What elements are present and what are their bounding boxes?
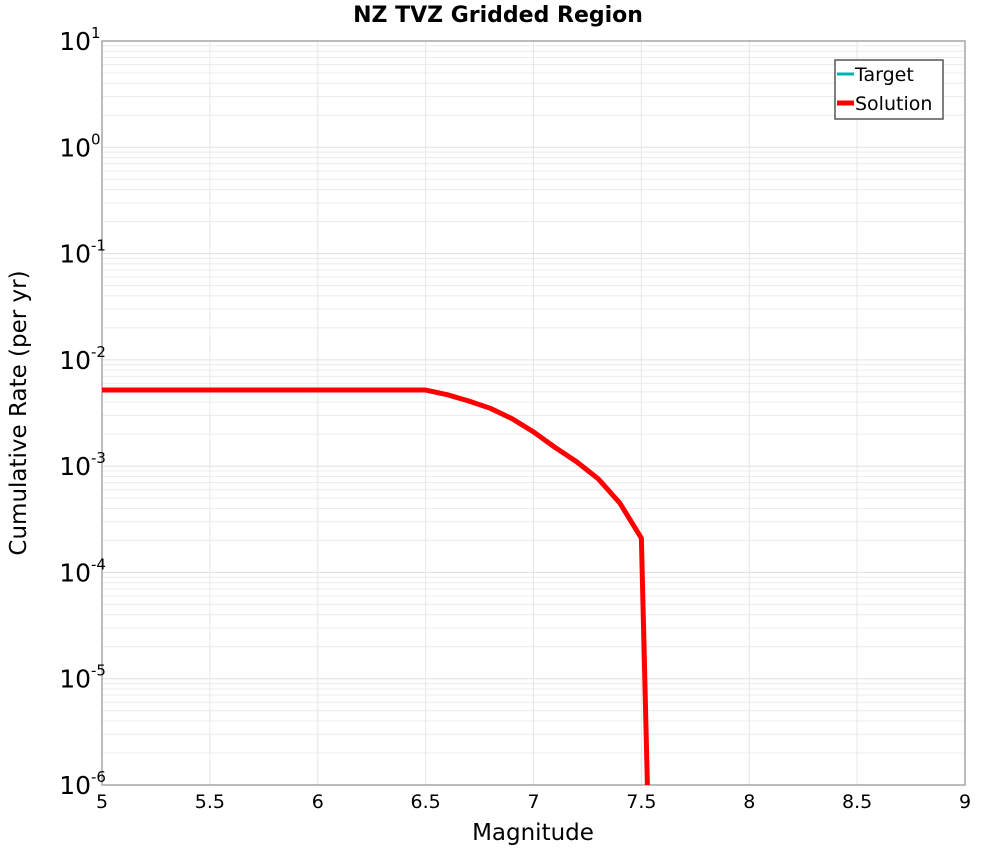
- x-tick-label: 9: [959, 791, 971, 813]
- x-tick-label: 8.5: [842, 791, 872, 813]
- y-tick-label: 10 -5: [59, 662, 106, 694]
- svg-text:-3: -3: [91, 449, 106, 467]
- y-tick-label: 10 -1: [59, 237, 106, 269]
- svg-text:10: 10: [59, 558, 91, 587]
- y-tick-label: 10 -4: [59, 555, 106, 587]
- plot-border: [101, 40, 966, 786]
- x-tick-label: 5: [96, 791, 108, 813]
- svg-text:-5: -5: [91, 662, 106, 680]
- series-layer: [102, 387, 650, 785]
- svg-text:-4: -4: [91, 555, 106, 573]
- legend: Target Solution: [834, 59, 944, 120]
- legend-target-label: Target: [854, 64, 914, 86]
- x-tick-label: 6.5: [411, 791, 441, 813]
- legend-box: [834, 59, 944, 120]
- svg-text:-1: -1: [91, 237, 106, 255]
- y-tick-label: 10 -2: [59, 343, 106, 375]
- grid-lines: [101, 41, 966, 786]
- y-tick-label: 10 -3: [59, 449, 106, 481]
- svg-text:10: 10: [59, 27, 91, 56]
- x-tick-label: 6: [312, 791, 324, 813]
- x-tick-label: 7.5: [626, 791, 656, 813]
- plot-area: [101, 40, 966, 786]
- y-tick-label: 10 1: [59, 24, 100, 56]
- y-tick-label: 10 0: [59, 130, 100, 162]
- svg-text:10: 10: [59, 665, 91, 694]
- x-tick-label: 8: [743, 791, 755, 813]
- svg-text:-2: -2: [91, 343, 106, 361]
- x-tick-label: 5.5: [195, 791, 225, 813]
- series-line-solution: [102, 387, 650, 785]
- x-axis-ticks: 5 5.5 6 6.5 7 7.5 8 8.5 9: [96, 791, 971, 813]
- svg-text:1: 1: [91, 24, 101, 42]
- svg-text:-6: -6: [91, 768, 106, 786]
- svg-text:10: 10: [59, 240, 91, 269]
- svg-text:0: 0: [91, 130, 101, 148]
- y-tick-label: 10 -6: [59, 768, 106, 800]
- chart-title: NZ TVZ Gridded Region: [353, 3, 643, 28]
- x-axis-label: Magnitude: [472, 820, 594, 846]
- svg-text:10: 10: [59, 452, 91, 481]
- svg-text:10: 10: [59, 771, 91, 800]
- svg-text:10: 10: [59, 133, 91, 162]
- y-axis-label: Cumulative Rate (per yr): [6, 270, 32, 555]
- svg-text:10: 10: [59, 346, 91, 375]
- legend-solution-label: Solution: [855, 93, 932, 115]
- x-tick-label: 7: [527, 791, 539, 813]
